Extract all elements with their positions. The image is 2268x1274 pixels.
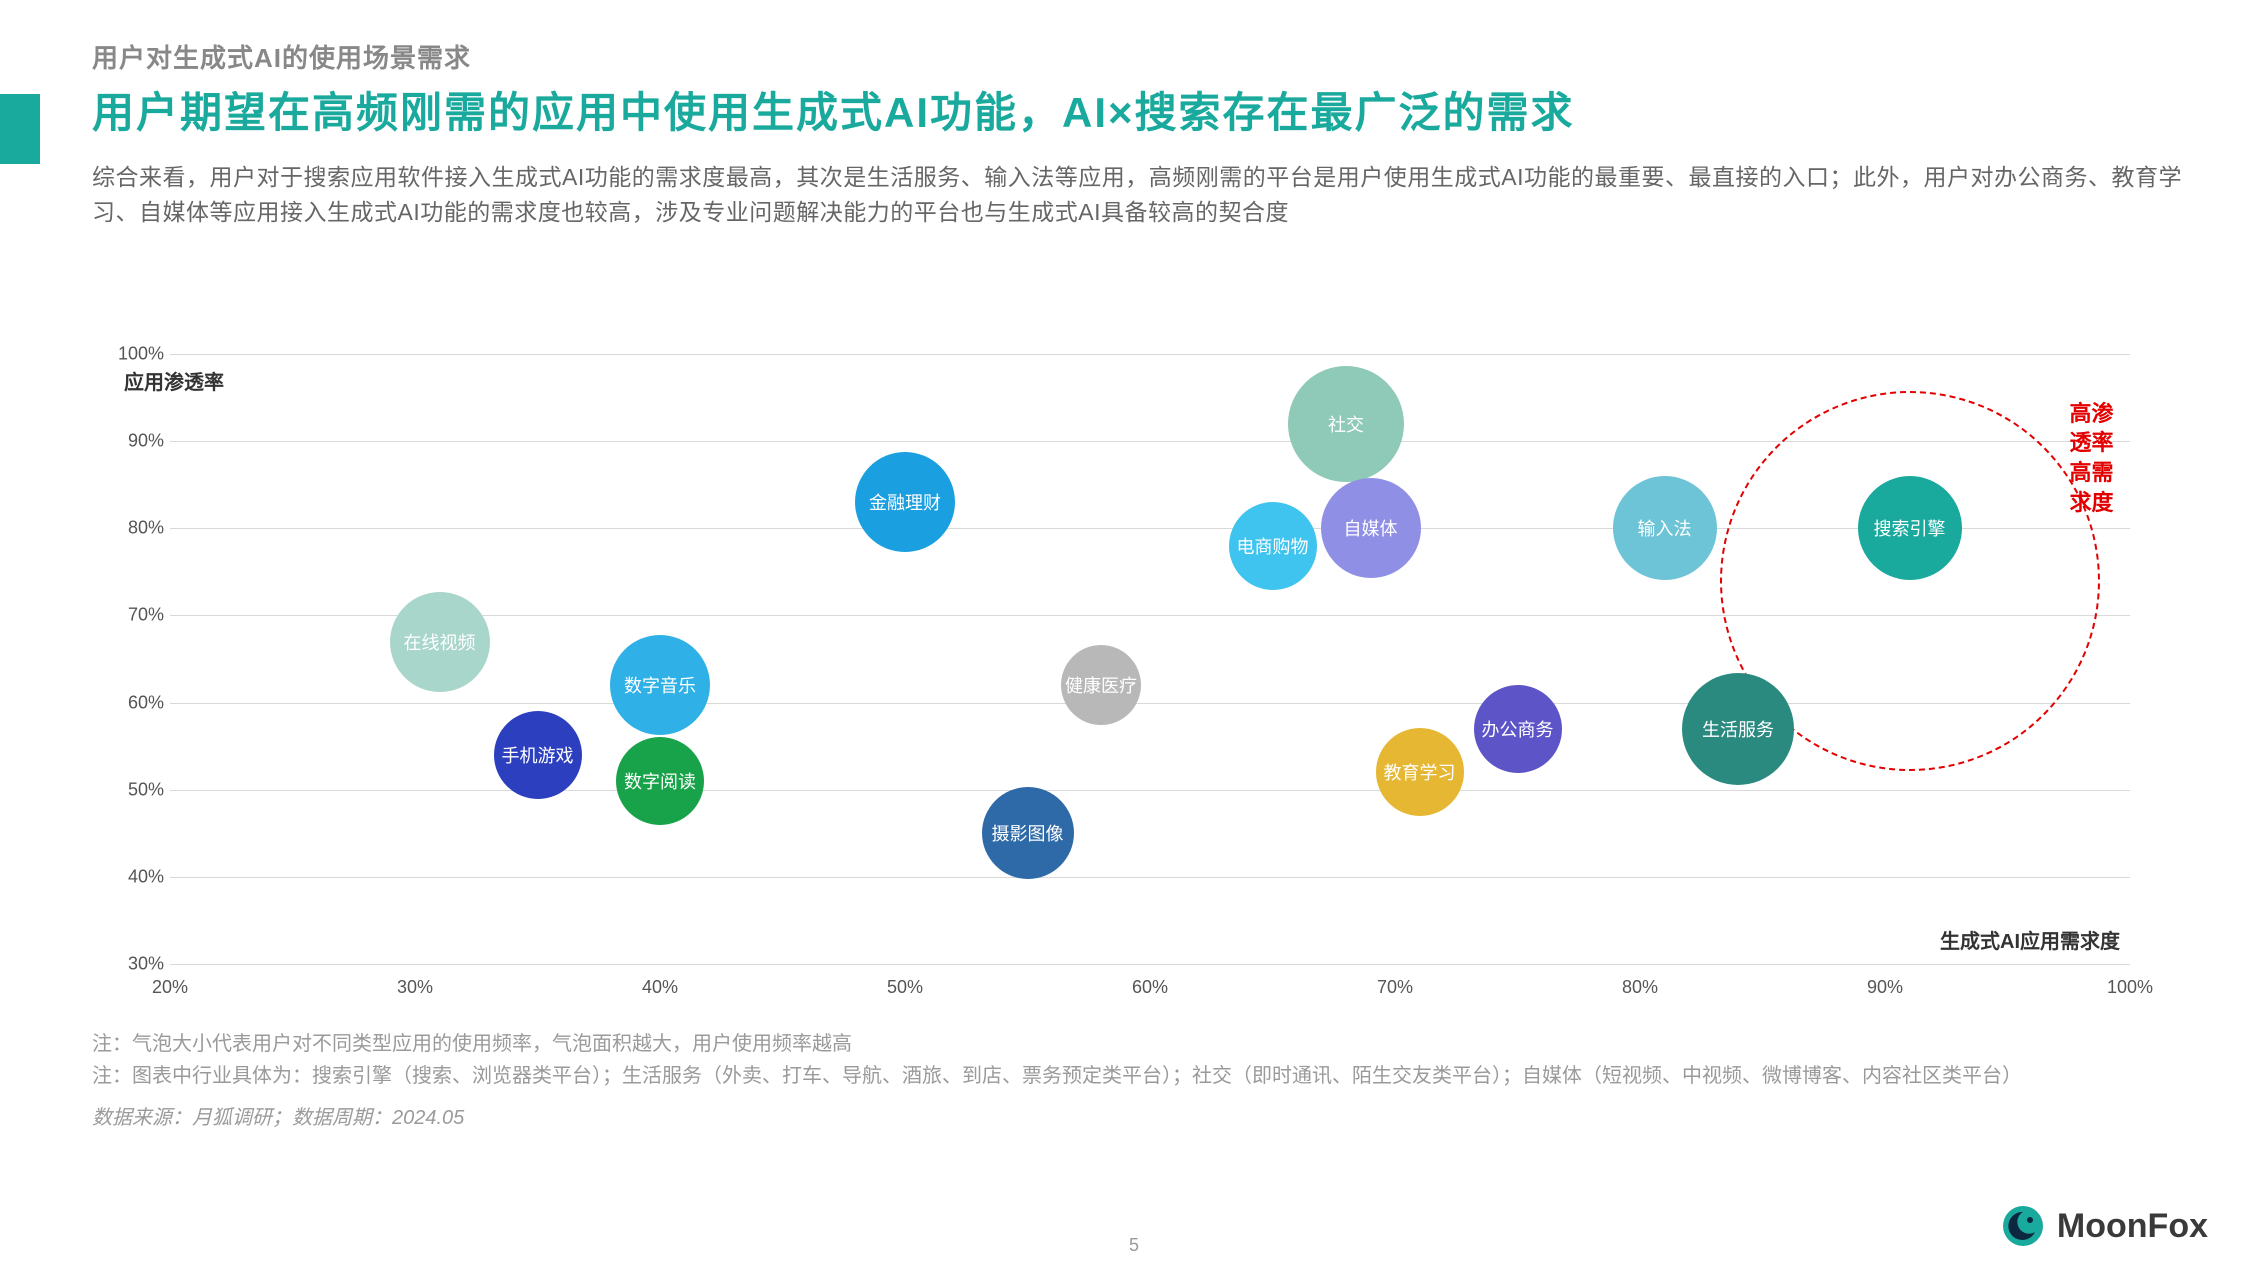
y-tick: 60% (114, 692, 164, 713)
gridline (170, 964, 2130, 965)
x-tick: 60% (1132, 977, 1168, 998)
bubble: 电商购物 (1229, 502, 1317, 590)
bubble: 数字阅读 (616, 737, 704, 825)
logo-text: MoonFox (2057, 1207, 2208, 1246)
page-number: 5 (1129, 1235, 1139, 1256)
source: 数据来源：月狐调研；数据周期：2024.05 (92, 1102, 2188, 1134)
footnotes: 注：气泡大小代表用户对不同类型应用的使用频率，气泡面积越大，用户使用频率越高 注… (92, 1028, 2188, 1134)
x-tick: 20% (152, 977, 188, 998)
bubble: 摄影图像 (982, 787, 1074, 879)
x-tick: 30% (397, 977, 433, 998)
y-tick: 90% (114, 431, 164, 452)
bubble: 办公商务 (1474, 685, 1562, 773)
plot-area: 30%40%50%60%70%80%90%100%20%30%40%50%60%… (170, 354, 2130, 964)
x-tick: 100% (2107, 977, 2153, 998)
footnote-2: 注：图表中行业具体为：搜索引擎（搜索、浏览器类平台）；生活服务（外卖、打车、导航… (92, 1060, 2188, 1092)
x-tick: 70% (1377, 977, 1413, 998)
annotation-label: 高渗透率高需求度 (2070, 399, 2131, 518)
bubble-chart: 应用渗透率 生成式AI应用需求度 30%40%50%60%70%80%90%10… (110, 354, 2130, 1004)
gridline (170, 790, 2130, 791)
bubble: 数字音乐 (610, 635, 710, 735)
header: 用户对生成式AI的使用场景需求 用户期望在高频刚需的应用中使用生成式AI功能，A… (92, 38, 2188, 231)
bubble: 教育学习 (1376, 728, 1464, 816)
logo: MoonFox (2001, 1204, 2208, 1248)
y-tick: 50% (114, 779, 164, 800)
bubble: 生活服务 (1682, 673, 1794, 785)
bubble: 输入法 (1613, 476, 1717, 580)
y-tick: 30% (114, 954, 164, 975)
y-tick: 80% (114, 518, 164, 539)
x-tick: 50% (887, 977, 923, 998)
gridline (170, 703, 2130, 704)
gridline (170, 354, 2130, 355)
gridline (170, 528, 2130, 529)
accent-bar (0, 94, 40, 164)
bubble: 社交 (1288, 366, 1404, 482)
page-title: 用户期望在高频刚需的应用中使用生成式AI功能，AI×搜索存在最广泛的需求 (92, 85, 2188, 142)
x-tick: 40% (642, 977, 678, 998)
description: 综合来看，用户对于搜索应用软件接入生成式AI功能的需求度最高，其次是生活服务、输… (92, 160, 2188, 231)
x-tick: 80% (1622, 977, 1658, 998)
y-tick: 40% (114, 866, 164, 887)
y-tick: 70% (114, 605, 164, 626)
bubble: 手机游戏 (494, 711, 582, 799)
y-tick: 100% (114, 344, 164, 365)
bubble: 健康医疗 (1061, 645, 1141, 725)
gridline (170, 877, 2130, 878)
bubble: 自媒体 (1321, 478, 1421, 578)
bubble: 金融理财 (855, 452, 955, 552)
moonfox-icon (2001, 1204, 2045, 1248)
bubble: 在线视频 (390, 592, 490, 692)
x-tick: 90% (1867, 977, 1903, 998)
section-label: 用户对生成式AI的使用场景需求 (92, 38, 2188, 75)
footnote-1: 注：气泡大小代表用户对不同类型应用的使用频率，气泡面积越大，用户使用频率越高 (92, 1028, 2188, 1060)
bubble: 搜索引擎 (1858, 476, 1962, 580)
gridline (170, 441, 2130, 442)
